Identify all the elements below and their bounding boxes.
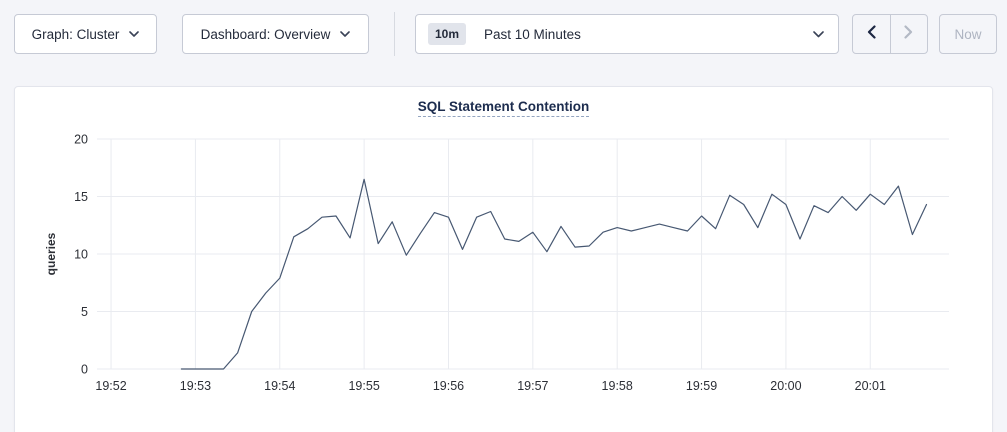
chevron-right-icon — [904, 24, 913, 44]
x-tick-label: 20:01 — [855, 379, 886, 393]
chevron-down-icon — [340, 31, 351, 37]
line-chart: 0 5 10 15 20 19:52 19:53 19:54 19:55 19:56 19:57 19… — [44, 133, 949, 393]
x-tick-label: 19:55 — [348, 379, 379, 393]
series-line-queries — [180, 178, 928, 370]
chart-title-row: SQL Statement Contention — [15, 98, 992, 117]
dashboard-dropdown-label: Dashboard: Overview — [200, 26, 331, 42]
time-range-selector[interactable]: 10m Past 10 Minutes — [415, 14, 839, 54]
chart-panel: SQL Statement Contention 0 5 10 15 20 19:52 19… — [14, 86, 993, 432]
time-shift-button-group — [852, 14, 928, 54]
y-tick-label: 0 — [81, 363, 88, 377]
toolbar-divider — [394, 12, 395, 56]
x-tick-label: 19:58 — [602, 379, 633, 393]
graph-dropdown-label: Graph: Cluster — [31, 26, 120, 42]
y-axis-label: queries — [44, 232, 58, 275]
time-range-label: Past 10 Minutes — [484, 26, 581, 42]
x-tick-label: 19:56 — [433, 379, 464, 393]
x-tick-label: 19:59 — [686, 379, 717, 393]
chevron-down-icon — [813, 30, 824, 38]
y-tick-label: 10 — [74, 248, 88, 262]
dashboard-dropdown[interactable]: Dashboard: Overview — [182, 14, 369, 54]
next-time-button[interactable] — [889, 15, 928, 53]
x-tick-label: 19:54 — [264, 379, 295, 393]
x-tick-label: 19:53 — [180, 379, 211, 393]
y-tick-label: 5 — [81, 305, 88, 319]
graph-dropdown[interactable]: Graph: Cluster — [14, 14, 157, 54]
now-button-label: Now — [954, 26, 982, 42]
x-tick-label: 20:00 — [770, 379, 801, 393]
time-range-badge: 10m — [428, 23, 467, 45]
y-tick-label: 15 — [74, 190, 88, 204]
chevron-down-icon — [129, 31, 140, 37]
chevron-left-icon — [867, 24, 876, 44]
y-tick-label: 20 — [74, 133, 88, 147]
previous-time-button[interactable] — [853, 15, 890, 53]
x-tick-label: 19:57 — [517, 379, 548, 393]
now-button[interactable]: Now — [939, 14, 997, 54]
x-tick-label: 19:52 — [95, 379, 126, 393]
chart-title[interactable]: SQL Statement Contention — [417, 99, 590, 117]
